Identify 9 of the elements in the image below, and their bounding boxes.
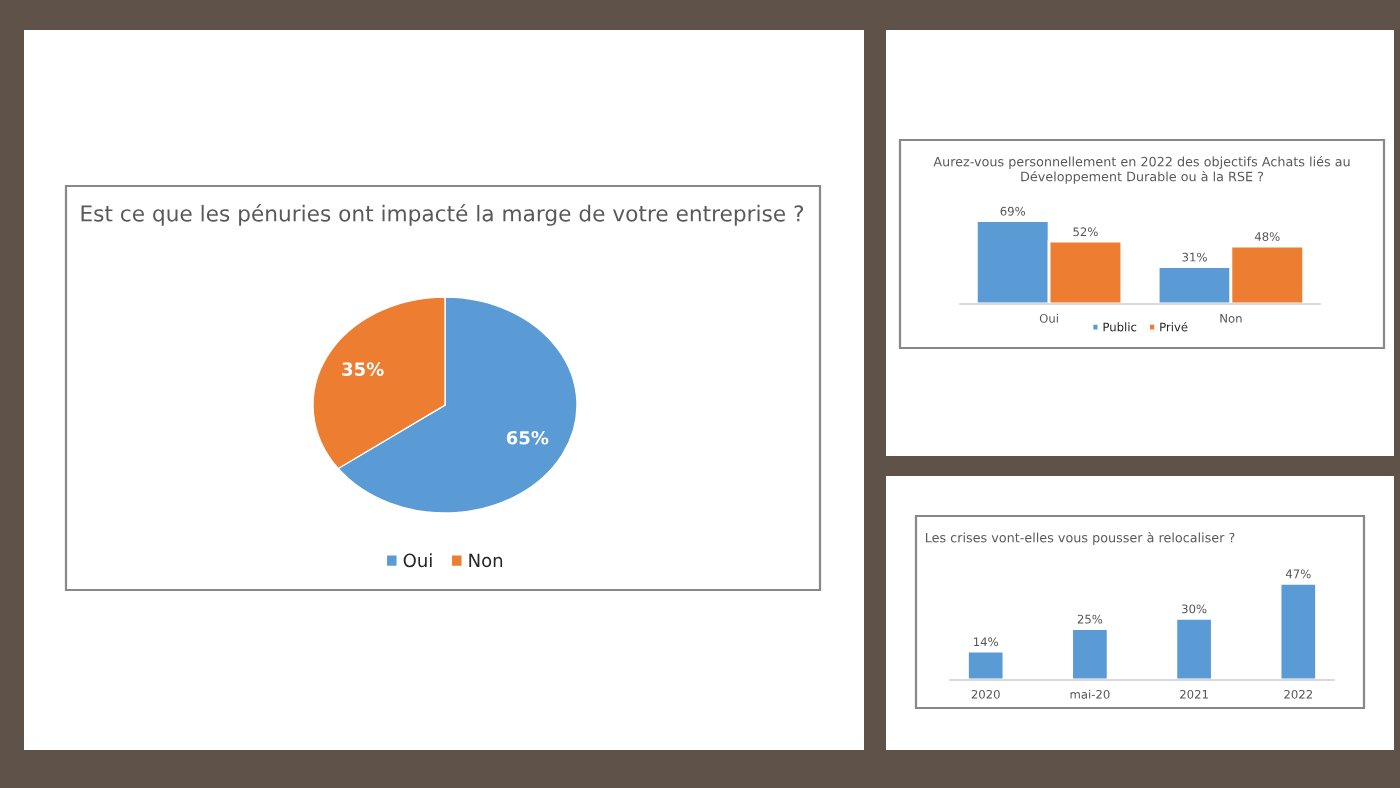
data-label: 65% (506, 430, 549, 445)
bar (1174, 616, 1214, 680)
bar (1278, 581, 1318, 680)
bar (966, 649, 1006, 680)
legend-label: Oui (403, 553, 432, 568)
bar (1070, 627, 1110, 680)
legend-label: Non (469, 553, 503, 568)
data-label: 35% (342, 362, 384, 376)
chart-title: Est ce que les pénuries ont impacté la marge de votre entreprise ? (81, 204, 804, 226)
